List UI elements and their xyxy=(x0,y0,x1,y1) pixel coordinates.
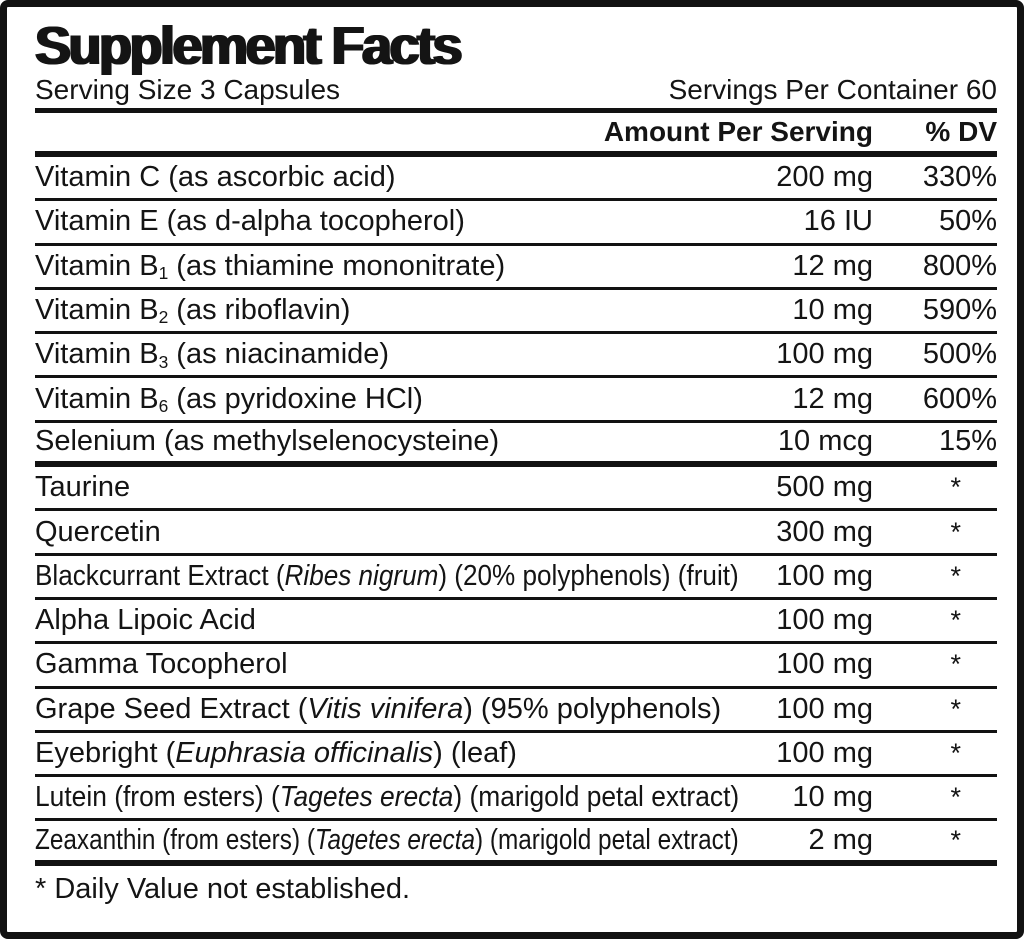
ingredient-name: Quercetin xyxy=(35,515,161,548)
ingredient-rows: Vitamin C (as ascorbic acid) 200 mg 330% Vi… xyxy=(35,157,997,866)
table-row: Lutein (from esters) (Tagetes erecta) (m… xyxy=(35,777,997,822)
ingredient-name: Blackcurrant Extract (Ribes nigrum) (20%… xyxy=(35,559,739,592)
column-header-amount: Amount Per Serving xyxy=(603,116,873,147)
footnote-text: * Daily Value not established. xyxy=(35,872,411,905)
amount-value: 100 mg xyxy=(776,648,873,681)
ingredient-name: Vitamin B3 (as niacinamide) xyxy=(35,338,390,372)
amount-value: 10 mg xyxy=(792,294,873,327)
amount-value: 100 mg xyxy=(776,692,873,725)
table-row: Selenium (as methylselenocysteine) 10 mcg… xyxy=(35,423,997,468)
table-row: Vitamin B1 (as thiamine mononitrate) 12 m… xyxy=(35,246,997,290)
amount-value: 12 mg xyxy=(792,382,873,415)
table-row: Gamma Tocopherol 100 mg * xyxy=(35,644,997,689)
serving-info-row: Serving Size 3 Capsules Servings Per Con… xyxy=(35,71,997,113)
dv-value: 500% xyxy=(922,338,997,371)
dv-value: 590% xyxy=(922,294,997,327)
ingredient-name: Vitamin B2 (as riboflavin) xyxy=(35,294,351,328)
dv-value: * xyxy=(950,738,961,768)
dv-value: * xyxy=(950,472,961,503)
dv-value: * xyxy=(950,560,961,591)
amount-value: 100 mg xyxy=(776,338,873,371)
table-row: Vitamin B3 (as niacinamide) 100 mg 500% xyxy=(35,334,997,379)
dv-value: * xyxy=(950,693,961,724)
dv-value: 800% xyxy=(922,249,997,282)
amount-value: 16 IU xyxy=(803,205,873,238)
ingredient-name: Taurine xyxy=(35,471,131,504)
table-header-row: Amount Per Serving % DV xyxy=(35,113,997,157)
ingredient-name: Alpha Lipoic Acid xyxy=(35,604,256,637)
amount-value: 100 mg xyxy=(776,604,873,637)
servings-per-container-text: Servings Per Container 60 xyxy=(668,73,997,105)
column-header-dv: % DV xyxy=(925,116,997,147)
ingredient-name: Selenium (as methylselenocysteine) xyxy=(35,425,500,458)
table-row: Vitamin B2 (as riboflavin) 10 mg 590% xyxy=(35,290,997,335)
dv-value: * xyxy=(950,516,961,547)
amount-value: 2 mg xyxy=(808,824,873,857)
table-row: Zeaxanthin (from esters) (Tagetes erecta… xyxy=(35,821,997,866)
ingredient-name: Zeaxanthin (from esters) (Tagetes erecta… xyxy=(35,824,739,857)
dv-value: 330% xyxy=(922,161,997,194)
table-row: Taurine 500 mg * xyxy=(35,467,997,512)
table-row: Quercetin 300 mg * xyxy=(35,511,997,556)
page-title: Supplement Facts xyxy=(35,16,463,76)
amount-value: 300 mg xyxy=(776,515,873,548)
dv-value: * xyxy=(950,825,961,856)
ingredient-name: Gamma Tocopherol xyxy=(35,648,288,681)
amount-value: 200 mg xyxy=(776,161,873,194)
table-row: Vitamin C (as ascorbic acid) 200 mg 330% xyxy=(35,157,997,202)
ingredient-name: Vitamin B1 (as thiamine mononitrate) xyxy=(35,249,506,283)
amount-value: 10 mg xyxy=(792,781,873,814)
ingredient-name: Vitamin E (as d-alpha tocopherol) xyxy=(35,205,465,238)
amount-value: 500 mg xyxy=(776,471,873,504)
table-row: Vitamin E (as d-alpha tocopherol) 16 IU 50… xyxy=(35,201,997,246)
table-row: Eyebright (Euphrasia officinalis) (leaf)… xyxy=(35,733,997,778)
table-row: Alpha Lipoic Acid 100 mg * xyxy=(35,600,997,645)
amount-value: 10 mcg xyxy=(777,425,873,458)
ingredient-name: Vitamin B6 (as pyridoxine HCl) xyxy=(35,382,423,416)
ingredient-name: Lutein (from esters) (Tagetes erecta) (m… xyxy=(35,781,740,814)
ingredient-name: Eyebright (Euphrasia officinalis) (leaf) xyxy=(35,737,517,769)
amount-value: 12 mg xyxy=(792,249,873,282)
dv-value: * xyxy=(950,649,961,680)
amount-value: 100 mg xyxy=(776,737,873,769)
dv-value: * xyxy=(950,605,961,636)
amount-value: 100 mg xyxy=(776,559,873,592)
table-row: Blackcurrant Extract (Ribes nigrum) (20%… xyxy=(35,556,997,600)
table-row: Vitamin B6 (as pyridoxine HCl) 12 mg 600% xyxy=(35,378,997,423)
ingredient-name: Grape Seed Extract (Vitis vinifera) (95%… xyxy=(35,692,722,725)
serving-size-text: Serving Size 3 Capsules xyxy=(35,73,341,105)
dv-value: 600% xyxy=(922,382,997,415)
dv-value: 15% xyxy=(938,425,997,458)
table-row: Grape Seed Extract (Vitis vinifera) (95%… xyxy=(35,689,997,733)
dv-value: * xyxy=(950,782,961,813)
dv-value: 50% xyxy=(938,205,997,238)
ingredient-name: Vitamin C (as ascorbic acid) xyxy=(35,161,396,194)
